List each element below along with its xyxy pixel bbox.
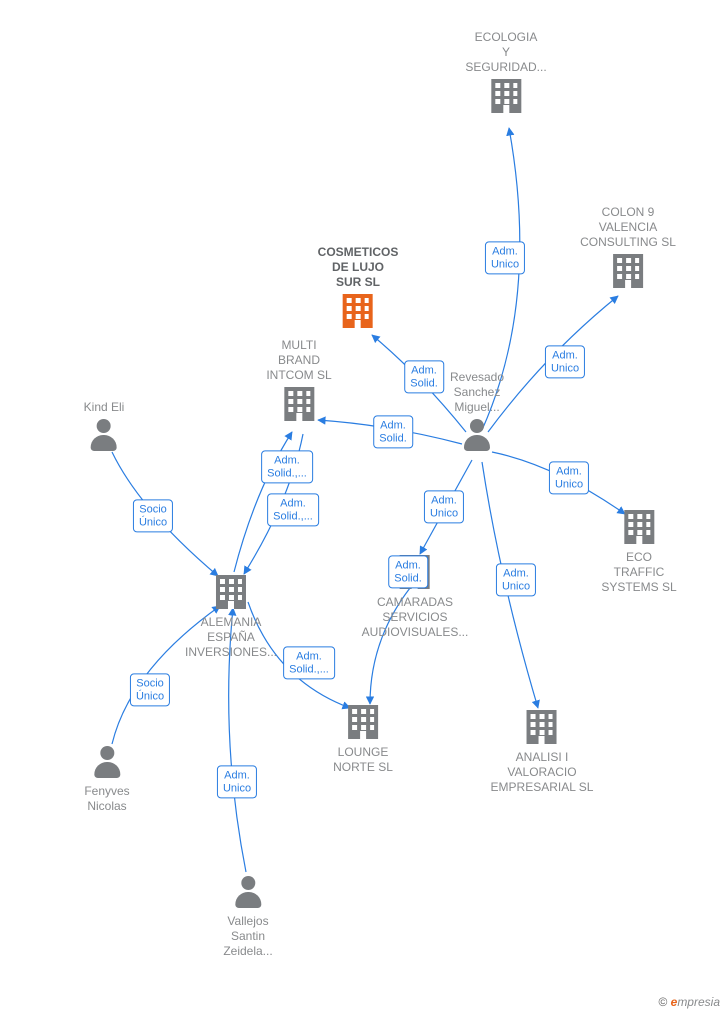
edge-label-e7: Adm. Unico	[496, 563, 536, 596]
node-label: Revesado Sanchez Miguel...	[450, 370, 504, 415]
edge-label-e13: Socio Único	[130, 673, 170, 706]
company-node-cosmeticos[interactable]: COSMETICOS DE LUJO SUR SL	[318, 245, 399, 332]
edge-label-e9: Adm. Solid.,...	[261, 450, 313, 483]
building-icon	[348, 705, 378, 739]
company-node-colon9[interactable]: COLON 9 VALENCIA CONSULTING SL	[580, 205, 676, 292]
edge-label-e2: Adm. Unico	[545, 345, 585, 378]
person-node-fenyves[interactable]: Fenyves Nicolas	[84, 744, 129, 814]
building-icon	[284, 387, 314, 421]
edge-label-e6: Adm. Unico	[549, 461, 589, 494]
node-label: Fenyves Nicolas	[84, 784, 129, 814]
edge-label-e1: Adm. Unico	[485, 241, 525, 274]
person-icon	[233, 876, 263, 908]
company-node-multibrand[interactable]: MULTI BRAND INTCOM SL	[266, 338, 331, 425]
node-label: MULTI BRAND INTCOM SL	[266, 338, 331, 383]
edge-label-e14: Adm. Unico	[217, 765, 257, 798]
company-node-lounge[interactable]: LOUNGE NORTE SL	[333, 703, 393, 775]
node-label: COLON 9 VALENCIA CONSULTING SL	[580, 205, 676, 250]
building-icon	[491, 79, 521, 113]
node-label: ALEMANIA ESPAÑA INVERSIONES...	[185, 615, 277, 660]
edge-label-e3: Adm. Solid.	[404, 360, 444, 393]
node-label: Kind Eli	[84, 400, 125, 415]
person-icon	[462, 419, 492, 451]
person-node-revesado[interactable]: Revesado Sanchez Miguel...	[450, 370, 504, 455]
edge-label-e12: Socio Único	[133, 499, 173, 532]
node-label: ECOLOGIA Y SEGURIDAD...	[465, 30, 546, 75]
company-node-ecotraffic[interactable]: ECO TRAFFIC SYSTEMS SL	[601, 508, 676, 595]
edge-label-e11: Adm. Solid.,...	[283, 646, 335, 679]
building-icon	[624, 510, 654, 544]
company-node-analisi[interactable]: ANALISI I VALORACIO EMPRESARIAL SL	[491, 708, 594, 795]
building-icon	[343, 294, 373, 328]
node-label: CAMARADAS SERVICIOS AUDIOVISUALES...	[362, 595, 469, 640]
node-label: ECO TRAFFIC SYSTEMS SL	[601, 550, 676, 595]
company-node-ecologia[interactable]: ECOLOGIA Y SEGURIDAD...	[465, 30, 546, 117]
person-icon	[89, 419, 119, 451]
copyright-brand-rest: mpresia	[677, 995, 720, 1009]
company-node-alemania[interactable]: ALEMANIA ESPAÑA INVERSIONES...	[185, 573, 277, 660]
edge-label-e10: Adm. Solid.,...	[267, 493, 319, 526]
copyright: © empresia	[658, 995, 720, 1009]
node-label: COSMETICOS DE LUJO SUR SL	[318, 245, 399, 290]
building-icon	[613, 254, 643, 288]
person-icon	[92, 746, 122, 778]
person-node-kindeli[interactable]: Kind Eli	[84, 400, 125, 455]
node-label: LOUNGE NORTE SL	[333, 745, 393, 775]
edge-label-e8: Adm. Solid.	[388, 555, 428, 588]
node-label: ANALISI I VALORACIO EMPRESARIAL SL	[491, 750, 594, 795]
node-label: Vallejos Santin Zeidela...	[223, 914, 272, 959]
building-icon	[216, 575, 246, 609]
building-icon	[527, 710, 557, 744]
edge-label-e4: Adm. Solid.	[373, 415, 413, 448]
edge-label-e5: Adm. Unico	[424, 490, 464, 523]
person-node-vallejos[interactable]: Vallejos Santin Zeidela...	[223, 874, 272, 959]
copyright-symbol: ©	[658, 995, 667, 1009]
